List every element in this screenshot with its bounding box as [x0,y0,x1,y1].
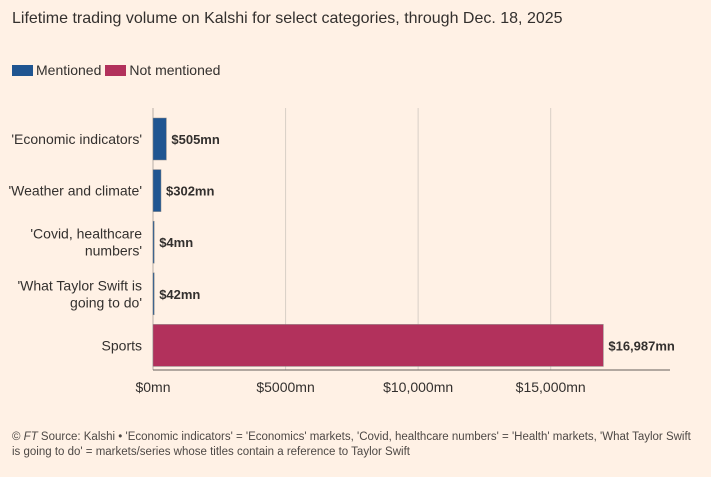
bar [152,272,155,316]
bar [152,117,167,161]
category-label: going to do' [70,294,142,310]
legend-item-not-mentioned: Not mentioned [105,62,220,78]
x-tick-label: $10,000mn [383,379,453,395]
plot-area: $0mn $5000mn $10,000mn $15,000mn $505mn 'Econ… [9,108,675,395]
category-label: 'Weather and climate' [9,183,143,199]
data-label: $302mn [166,184,214,199]
legend-item-mentioned: Mentioned [12,62,101,78]
ft-mark: FT [23,431,38,443]
bar [152,169,162,212]
x-tick-label: $5000mn [256,379,314,395]
category-label: 'Covid, healthcare [30,226,142,242]
footnote: © FT Source: Kalshi • 'Economic indicato… [12,430,702,460]
category-label: 'Economic indicators' [11,131,142,147]
data-label: $4mn [159,235,193,250]
legend-label: Not mentioned [129,62,221,78]
legend-swatch [105,64,127,76]
category-label: 'What Taylor Swift is [17,277,142,293]
chart-title: Lifetime trading volume on Kalshi for se… [12,10,563,27]
bar [152,220,155,264]
x-tick-label: $15,000mn [516,379,586,395]
data-label: $42mn [159,287,200,302]
bar [152,324,604,367]
copyright: © [12,431,24,443]
legend-label: Mentioned [36,62,102,78]
legend-swatch [12,64,33,76]
category-label: numbers' [85,243,142,259]
data-label: $505mn [171,132,219,147]
x-tick-label: $0mn [135,379,170,395]
data-label: $16,987mn [608,338,675,353]
category-label: Sports [102,337,142,353]
legend: Mentioned Not mentioned [12,62,224,78]
source-text: Source: Kalshi • 'Economic indicators' =… [12,431,691,458]
